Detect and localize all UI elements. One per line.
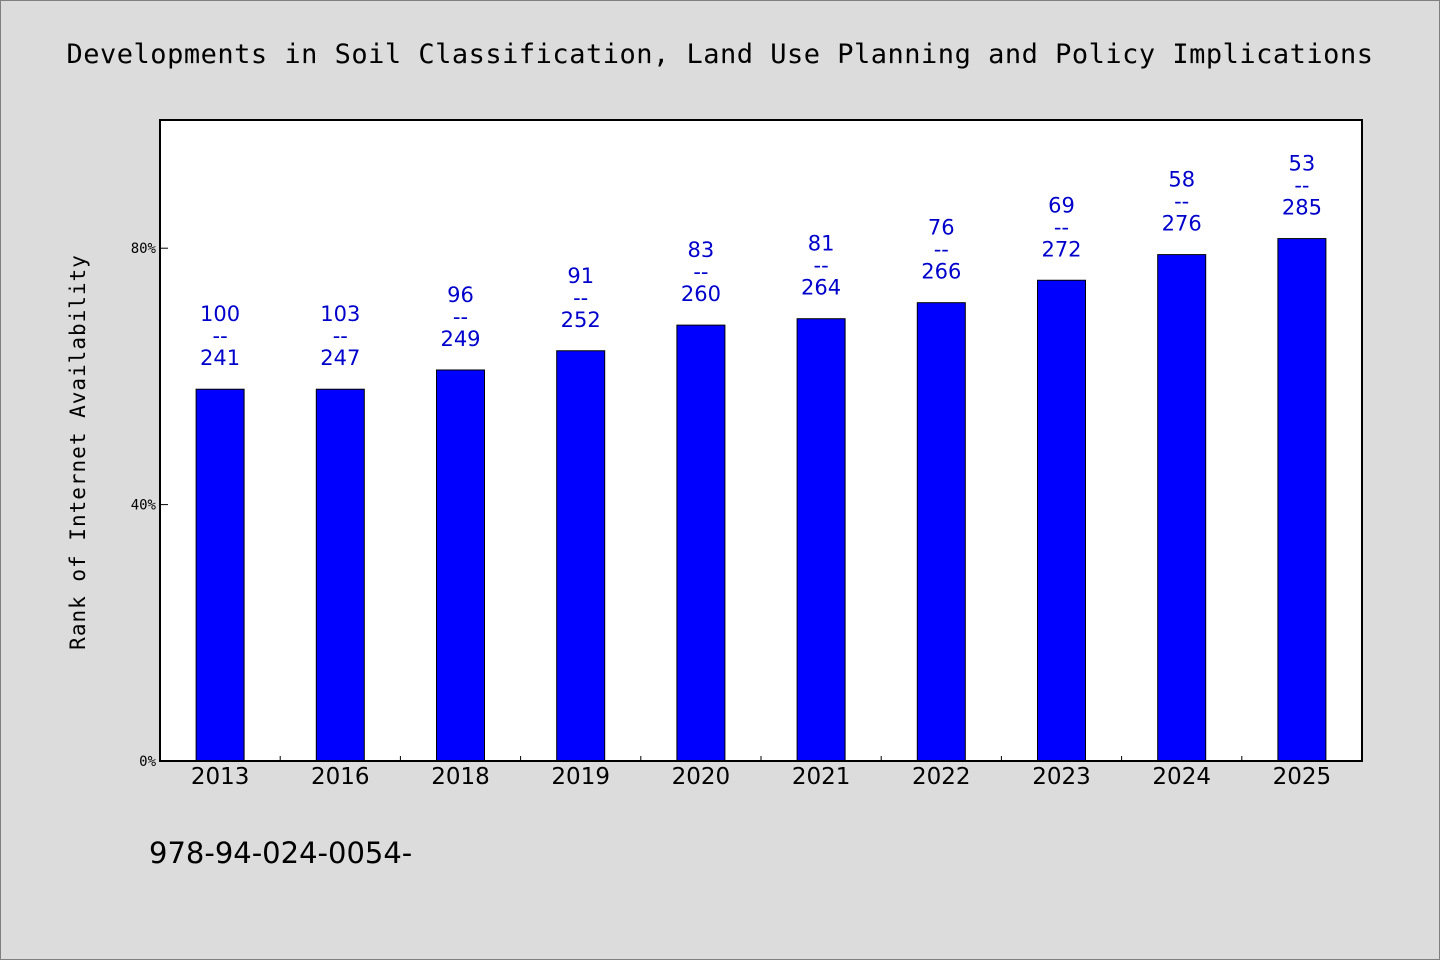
bar-2025: [1277, 238, 1327, 762]
bar-2018: [436, 369, 485, 762]
data-label-top: 53: [1289, 152, 1316, 176]
x-tick-label: 2025: [1273, 764, 1332, 790]
data-label-bottom: 285: [1282, 196, 1322, 220]
bar-2022: [916, 302, 966, 762]
data-label-separator: --: [693, 260, 708, 284]
data-label-top: 103: [320, 302, 360, 326]
data-label-separator: --: [1054, 215, 1069, 239]
data-label-bottom: 241: [200, 346, 240, 370]
data-label-top: 81: [808, 232, 835, 256]
y-axis-ticks: 0% 40% 80%: [131, 241, 168, 770]
x-axis-ticks: 2013 2016 2018 2019 2020 2021 2022 2023 2024 2025: [191, 756, 1331, 790]
bar-2020: [676, 324, 726, 762]
data-label-separator: --: [333, 324, 348, 348]
x-tick-label: 2024: [1152, 764, 1211, 790]
x-tick-label: 2020: [672, 764, 731, 790]
data-label-bottom: 276: [1162, 212, 1202, 236]
bar-series: [195, 238, 1327, 762]
data-label-separator: --: [213, 324, 228, 348]
chart-title: Developments in Soil Classification, Lan…: [67, 39, 1374, 70]
x-tick-label: 2019: [551, 764, 610, 790]
data-label-top: 100: [200, 302, 240, 326]
data-label-bottom: 272: [1041, 237, 1081, 261]
data-label-separator: --: [814, 254, 829, 278]
bar-2024: [1157, 254, 1207, 762]
data-label-top: 91: [567, 264, 594, 288]
bar-2019: [556, 350, 606, 762]
data-label-separator: --: [934, 238, 949, 262]
x-tick-label: 2018: [431, 764, 490, 790]
y-tick-label: 40%: [131, 498, 157, 514]
bar-2013: [195, 388, 245, 762]
data-label-top: 96: [447, 283, 474, 307]
data-label-separator: --: [573, 286, 588, 310]
x-tick-label: 2021: [792, 764, 851, 790]
bar-2016: [315, 388, 365, 762]
data-label-top: 69: [1048, 193, 1075, 217]
data-label-bottom: 260: [681, 282, 721, 306]
bar-2021: [796, 318, 846, 762]
bar-2023: [1037, 279, 1086, 762]
data-label-top: 83: [688, 238, 715, 262]
data-label-bottom: 247: [320, 346, 360, 370]
data-label-separator: --: [1294, 174, 1309, 198]
data-label-bottom: 264: [801, 276, 841, 300]
footer-text: 978-94-024-0054-: [149, 836, 412, 870]
plot-frame: [159, 119, 1363, 762]
x-tick-label: 2013: [191, 764, 250, 790]
data-labels: 100--241103--24796--24991--25283--26081-…: [200, 152, 1322, 371]
data-label-bottom: 249: [440, 327, 480, 351]
y-tick-label: 80%: [131, 241, 157, 257]
data-label-top: 58: [1168, 168, 1195, 192]
x-tick-label: 2016: [311, 764, 370, 790]
y-axis-label: Rank of Internet Availability: [66, 254, 90, 650]
data-label-bottom: 252: [561, 308, 601, 332]
data-label-bottom: 266: [921, 260, 961, 284]
y-tick-label: 0%: [139, 754, 156, 770]
data-label-top: 76: [928, 216, 955, 240]
data-label-separator: --: [1174, 190, 1189, 214]
x-tick-label: 2023: [1032, 764, 1091, 790]
data-label-separator: --: [453, 305, 468, 329]
x-tick-label: 2022: [912, 764, 971, 790]
